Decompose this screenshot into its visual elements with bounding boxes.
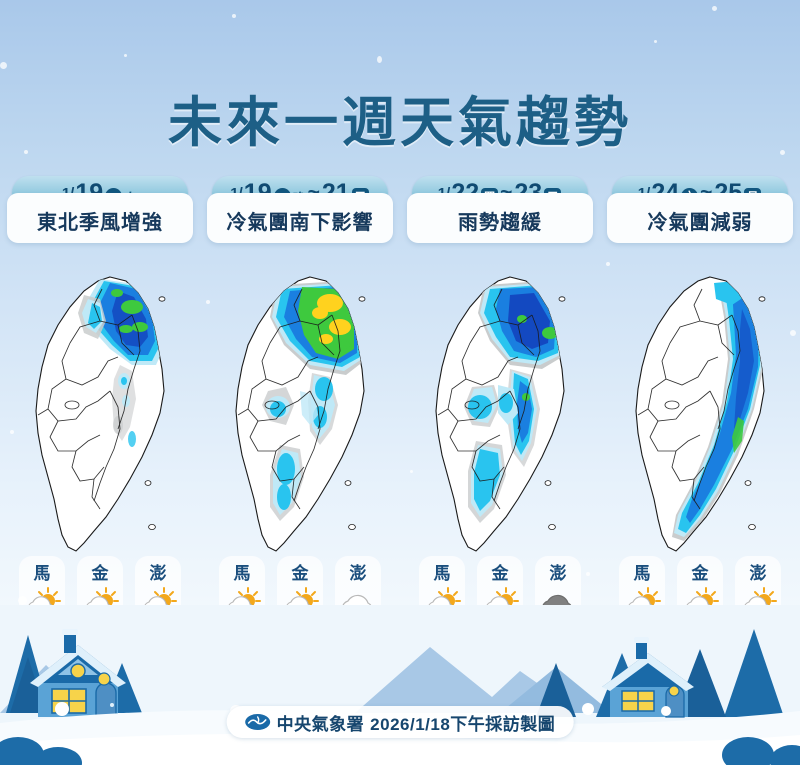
snow-ground-front [0, 733, 800, 765]
map-cell-4 [600, 268, 800, 560]
taiwan-rainfall-map-1 [35, 276, 166, 552]
county-borders [237, 288, 341, 510]
page-title: 未來一週天氣趨勢 [168, 93, 632, 153]
island-label: 澎 [149, 564, 167, 583]
attic-window [70, 663, 86, 679]
panel-description-1: 東北季風增強 [7, 193, 193, 243]
forecast-panel-3: 1/ 22 四 ~ 23 五 雨勢趨緩 [400, 176, 600, 276]
panel-description-3: 雨勢趨緩 [407, 193, 593, 243]
island-label: 金 [491, 564, 509, 583]
roof-snow [30, 645, 126, 687]
island-label: 澎 [349, 564, 367, 583]
rainfall-overlay-2 [262, 281, 364, 521]
door-window [668, 685, 680, 697]
island-label: 金 [91, 564, 109, 583]
footer-credit: 中央氣象署 2026/1/18下午採訪製圖 [226, 706, 574, 738]
forecast-panel-4: 1/ 24 六 ~ 25 日 冷氣團減弱 [600, 176, 800, 276]
island-label: 馬 [233, 564, 251, 583]
chimney-snow [634, 637, 649, 643]
map-cell-2 [200, 268, 400, 560]
bush-left [0, 737, 82, 765]
panel-description-2: 冷氣團南下影響 [207, 193, 393, 243]
forecast-panel-2: 1/ 19 一 晚 ~ 21 三 冷氣團南下影響 [200, 176, 400, 276]
snow-dot [124, 54, 127, 57]
forecast-panel-1: 1/ 19 一 白 東北季風增強 [0, 176, 200, 276]
snow-dot [232, 14, 236, 18]
rainfall-overlay-3 [464, 281, 564, 523]
winter-scenery [0, 605, 800, 765]
chimney-snow [62, 629, 78, 635]
island-label: 金 [691, 564, 709, 583]
chimney [64, 633, 76, 653]
chimney [636, 641, 647, 659]
county-borders [637, 288, 741, 510]
snow-dot [0, 62, 7, 69]
snow-dot [654, 40, 657, 43]
island-label: 澎 [749, 564, 767, 583]
map-cell-3 [400, 268, 600, 560]
door-window [97, 672, 111, 686]
roof-snow [602, 653, 694, 691]
panel-description-4: 冷氣團減弱 [607, 193, 793, 243]
county-borders [437, 288, 541, 510]
snow-lump [55, 702, 69, 716]
house-door [95, 682, 117, 718]
snow-dot [712, 6, 717, 11]
taiwan-rainfall-map-2 [235, 276, 366, 552]
snow-lump [661, 706, 671, 716]
island-label: 澎 [549, 564, 567, 583]
pine-tree [10, 657, 46, 713]
door-knob [110, 703, 114, 707]
rainfall-maps [0, 268, 800, 560]
footer-timestamp: 2026/1/18下午採訪製圖 [370, 714, 556, 734]
forecast-period-headers: 1/ 19 一 白 東北季風增強 1/ 19 一 晚 ~ 21 三 冷氣團南下影… [0, 176, 800, 276]
island-label: 馬 [433, 564, 451, 583]
cwa-logo-icon [245, 714, 271, 730]
snow-lump [582, 703, 594, 715]
pine-tree [724, 629, 784, 717]
taiwan-rainfall-map-4 [635, 276, 766, 552]
map-cell-1 [0, 268, 200, 560]
bush-right [722, 737, 800, 765]
snow-dot [377, 56, 382, 63]
island-label: 馬 [33, 564, 51, 583]
pine-tree [536, 663, 576, 717]
island-label: 馬 [633, 564, 651, 583]
taiwan-rainfall-map-3 [435, 276, 566, 552]
county-borders [37, 288, 141, 510]
agency-name: 中央氣象署 [276, 714, 365, 734]
island-label: 金 [291, 564, 309, 583]
